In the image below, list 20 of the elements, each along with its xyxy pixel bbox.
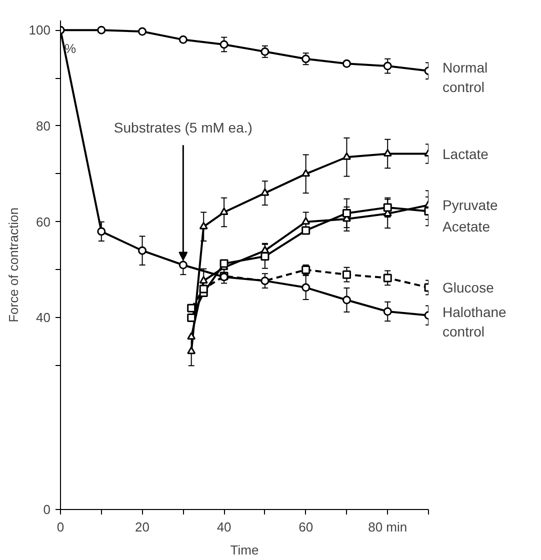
series-label: Glucose: [442, 280, 494, 296]
x-tick-label: 40: [216, 520, 232, 534]
series-label: Acetate: [442, 218, 490, 235]
x-tick-label: 20: [135, 520, 150, 534]
annotation: Substrates (5 mM ea.): [114, 120, 252, 136]
y-tick-label: 80: [36, 118, 51, 134]
y-tick-label: 100: [28, 22, 51, 38]
annotation: %: [64, 41, 76, 56]
y-tick-label: 40: [36, 310, 51, 326]
y-tick-label: 60: [36, 214, 51, 230]
y-tick-label: 0: [43, 502, 51, 517]
x-tick-label: 80 min: [368, 520, 408, 534]
y-axis-title: Force of contraction: [6, 208, 21, 322]
series-label: Normal control: [442, 60, 488, 95]
series-label: Pyruvate: [442, 197, 498, 214]
x-tick-label: 0: [56, 520, 64, 534]
x-axis-title: Time: [230, 542, 259, 558]
x-tick-label: 60: [298, 520, 314, 534]
series-label: Lactate: [442, 146, 489, 162]
series-label: Halothane control: [442, 304, 507, 340]
